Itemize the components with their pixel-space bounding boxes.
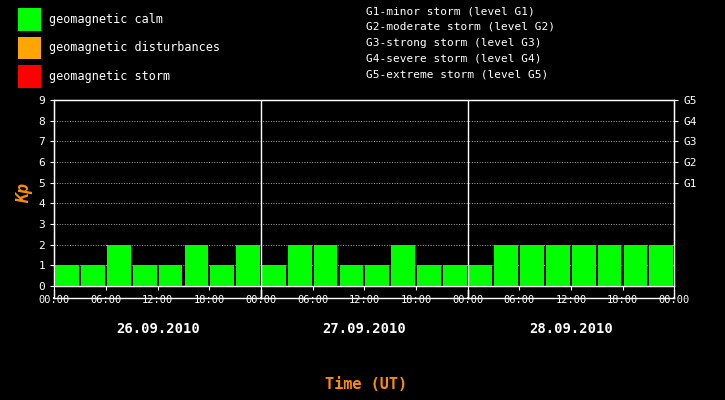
Text: geomagnetic calm: geomagnetic calm [49,13,163,26]
Bar [159,265,183,286]
Bar [81,265,105,286]
Text: G1-minor storm (level G1): G1-minor storm (level G1) [366,6,535,16]
Bar [546,245,570,286]
Bar [572,245,596,286]
Bar [624,245,647,286]
Text: 26.09.2010: 26.09.2010 [116,322,199,336]
Bar [468,265,492,286]
Bar [650,245,673,286]
Bar [18,65,41,88]
Bar [339,265,363,286]
Bar [133,265,157,286]
Bar [107,245,130,286]
Text: 27.09.2010: 27.09.2010 [323,322,406,336]
Bar [365,265,389,286]
Bar [417,265,441,286]
Bar [392,245,415,286]
Bar [18,36,41,60]
Bar [288,245,312,286]
Bar [55,265,79,286]
Bar [262,265,286,286]
Y-axis label: Kp: Kp [15,183,33,203]
Bar [236,245,260,286]
Bar [210,265,234,286]
Text: G2-moderate storm (level G2): G2-moderate storm (level G2) [366,22,555,32]
Text: G4-severe storm (level G4): G4-severe storm (level G4) [366,54,542,64]
Bar [598,245,621,286]
Bar [314,245,337,286]
Bar [443,265,466,286]
Text: G5-extreme storm (level G5): G5-extreme storm (level G5) [366,69,548,79]
Text: Time (UT): Time (UT) [325,377,407,392]
Bar [185,245,208,286]
Text: G3-strong storm (level G3): G3-strong storm (level G3) [366,38,542,48]
Text: 28.09.2010: 28.09.2010 [529,322,613,336]
Text: geomagnetic disturbances: geomagnetic disturbances [49,42,220,54]
Bar [521,245,544,286]
Text: geomagnetic storm: geomagnetic storm [49,70,170,83]
Bar [18,8,41,31]
Bar [494,245,518,286]
